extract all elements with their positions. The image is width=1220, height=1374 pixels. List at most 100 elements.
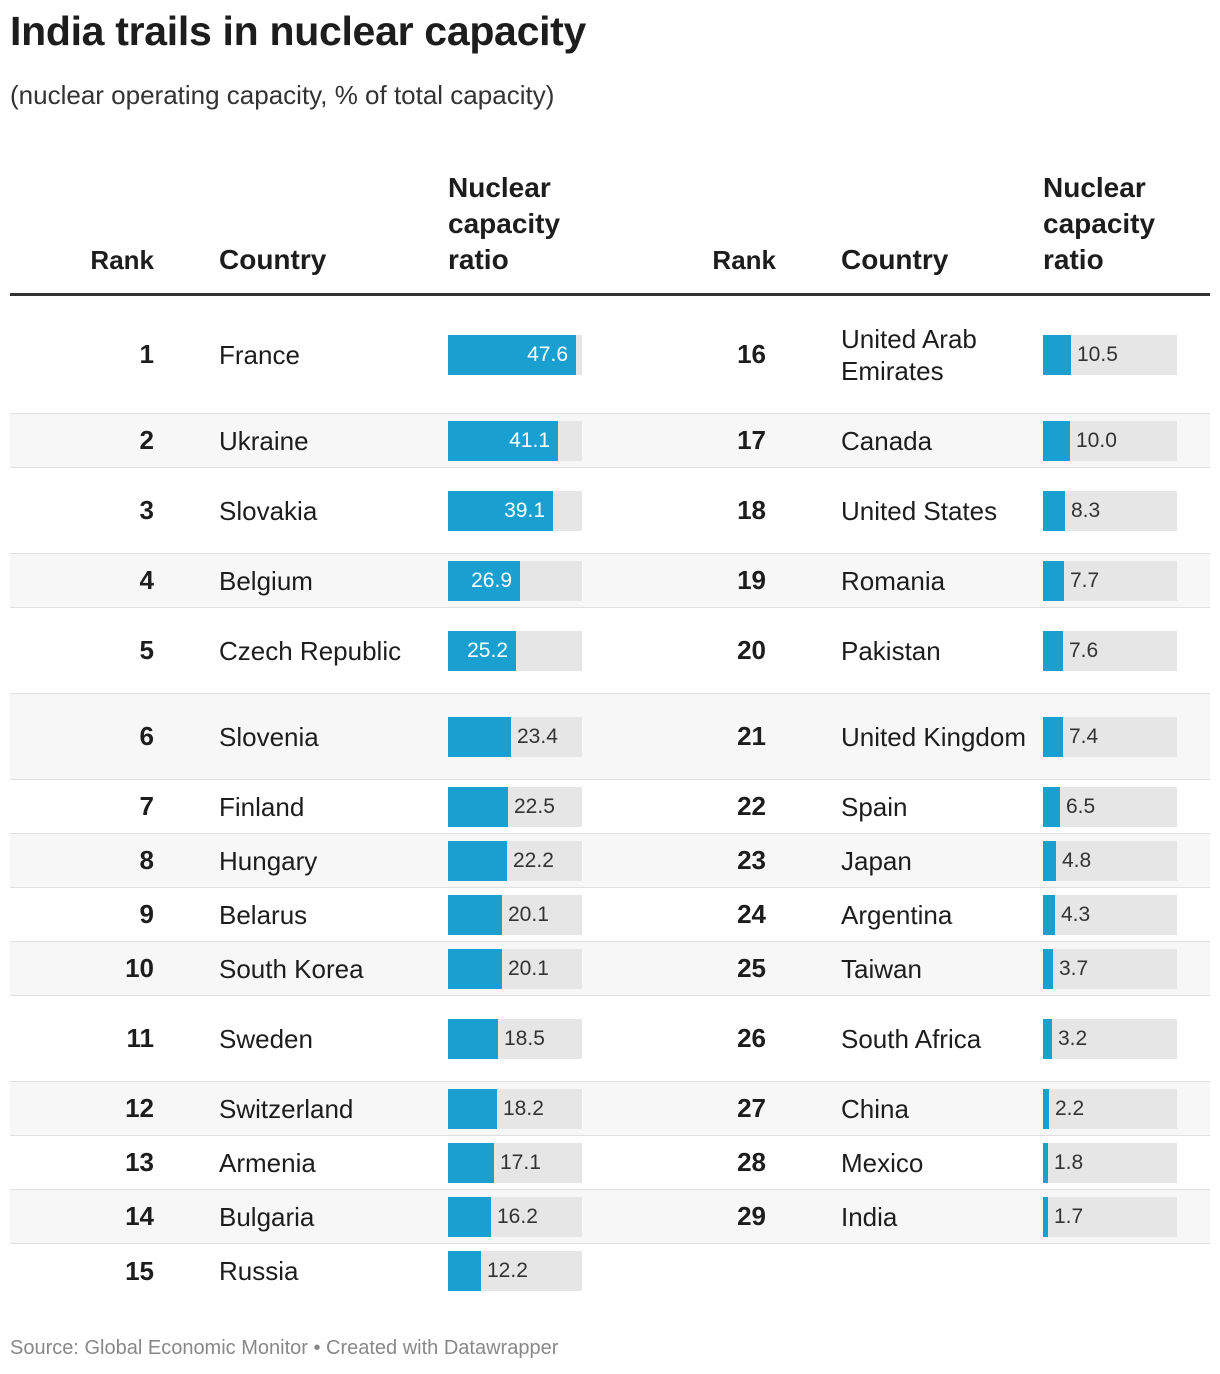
- bar-value-label: 4.3: [1061, 902, 1091, 926]
- bar-value-label: 4.8: [1062, 848, 1092, 872]
- bar: [448, 948, 502, 989]
- header-ratio-right: Nuclear capacity ratio: [1043, 170, 1155, 278]
- rank-cell: 18: [737, 495, 766, 525]
- country-cell: Finland: [219, 791, 305, 822]
- rank-cell: 2: [139, 425, 154, 455]
- bar-value-label: 41.1: [509, 428, 550, 452]
- header-ratio-left: Nuclear capacity ratio: [448, 170, 560, 278]
- country-cell: Armenia: [219, 1147, 316, 1178]
- bar: [1043, 894, 1055, 935]
- country-cell: Slovakia: [219, 495, 318, 526]
- country-cell: Belarus: [219, 899, 308, 930]
- bar-track: 25.2: [448, 630, 582, 671]
- bar-track: 20.1: [448, 894, 582, 935]
- bar-track: 17.1: [448, 1142, 582, 1183]
- bar: [1043, 716, 1063, 757]
- bar-track: 3.2: [1043, 1018, 1177, 1059]
- country-cell: Pakistan: [841, 635, 941, 666]
- rank-cell: 13: [125, 1147, 154, 1177]
- header-ratio-line1: Nuclear: [1043, 172, 1146, 203]
- bar-track: 6.5: [1043, 786, 1177, 827]
- bar-value-label: 25.2: [467, 638, 508, 662]
- bar-track: 16.2: [448, 1196, 582, 1237]
- rank-cell: 7: [139, 791, 154, 821]
- table-row: 11 Sweden 18.5 26 South Africa 3.2: [10, 996, 1210, 1082]
- bar-value-label: 10.0: [1076, 428, 1117, 452]
- table-row: 13 Armenia 17.1 28 Mexico 1.8: [10, 1136, 1210, 1190]
- bar: [1043, 1018, 1052, 1059]
- bar-value-label: 7.6: [1069, 638, 1099, 662]
- bar-track: 10.5: [1043, 334, 1177, 375]
- bar: [448, 420, 558, 461]
- bar: [448, 1251, 481, 1291]
- bar: [448, 786, 508, 827]
- bar-value-label: 12.2: [487, 1259, 528, 1282]
- bar-value-label: 2.2: [1055, 1096, 1085, 1120]
- country-cell: Argentina: [841, 899, 953, 930]
- table-row: 6 Slovenia 23.4 21 United Kingdom 7.4: [10, 694, 1210, 780]
- chart-title: India trails in nuclear capacity: [10, 8, 587, 54]
- bar: [1043, 1088, 1049, 1129]
- rank-cell: 10: [125, 953, 154, 983]
- header-divider: [10, 293, 1210, 296]
- bar-track: 2.2: [1043, 1088, 1177, 1129]
- bar-track: 8.3: [1043, 490, 1177, 531]
- bar-value-label: 8.3: [1071, 498, 1101, 522]
- rank-cell: 29: [737, 1201, 766, 1231]
- bar-value-label: 39.1: [504, 498, 545, 522]
- bar-value-label: 18.2: [503, 1096, 544, 1120]
- header-country-left: Country: [219, 244, 327, 275]
- bar-track: 41.1: [448, 420, 582, 461]
- bar-value-label: 10.5: [1077, 342, 1118, 366]
- table-row: 7 Finland 22.5 22 Spain 6.5: [10, 780, 1210, 834]
- source-footer: Source: Global Economic Monitor • Create…: [10, 1337, 559, 1359]
- rank-cell: 8: [139, 845, 154, 875]
- bar: [1043, 786, 1060, 827]
- header-rank-right: Rank: [712, 245, 776, 275]
- header-ratio-line2: capacity: [1043, 208, 1156, 239]
- table-row: 14 Bulgaria 16.2 29 India 1.7: [10, 1190, 1210, 1244]
- country-cell: Japan: [841, 845, 912, 876]
- bar-track: 3.7: [1043, 948, 1177, 989]
- rank-cell: 6: [139, 721, 154, 751]
- bar: [1043, 334, 1071, 375]
- header-ratio-line1: Nuclear: [448, 172, 551, 203]
- country-cell: United Arab Emirates: [841, 323, 977, 386]
- country-cell: Mexico: [841, 1147, 924, 1178]
- bar-value-label: 6.5: [1066, 794, 1096, 818]
- country-cell: Russia: [219, 1256, 299, 1286]
- rank-cell: 11: [126, 1023, 155, 1053]
- rank-cell: 27: [737, 1093, 766, 1123]
- rank-cell: 19: [737, 565, 766, 595]
- bar-value-label: 3.7: [1059, 956, 1089, 980]
- country-cell: Slovenia: [219, 721, 319, 752]
- rank-cell: 12: [125, 1093, 154, 1123]
- rank-cell: 25: [737, 953, 766, 983]
- header-ratio-line3: ratio: [448, 244, 509, 275]
- rank-cell: 20: [737, 635, 766, 665]
- bar: [1043, 1196, 1048, 1237]
- table-row: 5 Czech Republic 25.2 20 Pakistan 7.6: [10, 608, 1210, 694]
- bar: [448, 630, 516, 671]
- bar-track: 7.4: [1043, 716, 1177, 757]
- bar-value-label: 20.1: [508, 902, 549, 926]
- table-row: 8 Hungary 22.2 23 Japan 4.8: [10, 834, 1210, 888]
- bar: [448, 840, 507, 881]
- rank-cell: 15: [125, 1255, 154, 1286]
- table-row: 15 Russia 12.2: [10, 1244, 1210, 1298]
- bar: [1043, 1142, 1048, 1183]
- rank-cell: 22: [737, 791, 766, 821]
- bar-value-label: 3.2: [1058, 1026, 1088, 1050]
- bar-track: 39.1: [448, 490, 582, 531]
- table-row: 2 Ukraine 41.1 17 Canada 10.0: [10, 414, 1210, 468]
- country-cell: Canada: [841, 425, 933, 456]
- bar-track: 7.7: [1043, 560, 1177, 601]
- bar: [1043, 490, 1065, 531]
- bar-track: 23.4: [448, 716, 582, 757]
- country-cell: United States: [841, 495, 998, 526]
- bar-value-label: 22.5: [514, 794, 555, 818]
- bar: [1043, 420, 1070, 461]
- bar-value-label: 20.1: [508, 956, 549, 980]
- rank-cell: 5: [139, 635, 154, 665]
- header-ratio-line3: ratio: [1043, 244, 1104, 275]
